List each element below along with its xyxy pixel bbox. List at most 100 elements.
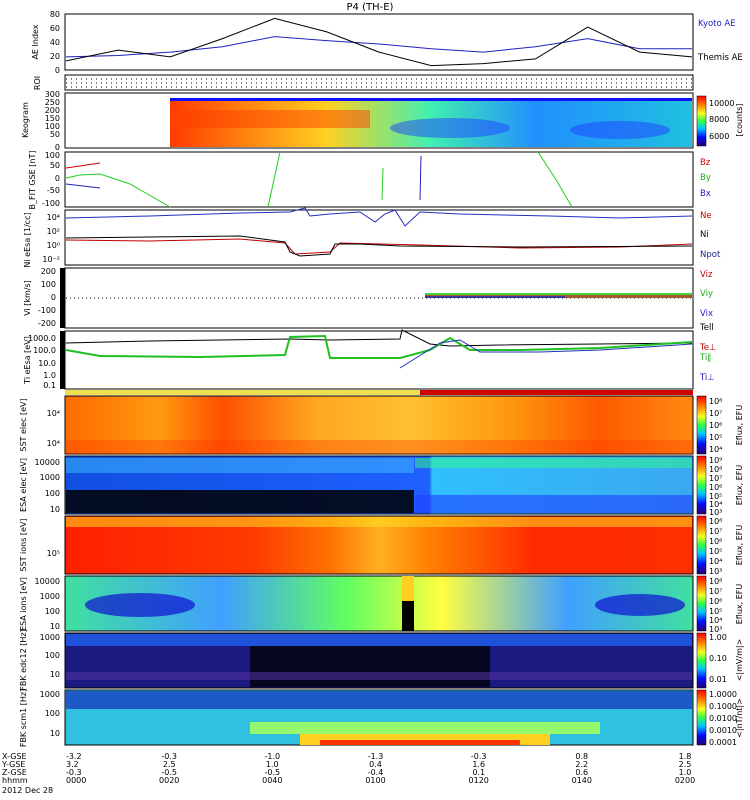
keogram-cbar-tick: 6000 xyxy=(709,132,729,141)
x-tick-y-gse: 2.2 xyxy=(575,760,588,769)
density-ylabel: Ni eEsa [1/cc] xyxy=(23,212,32,267)
by-line xyxy=(381,167,384,201)
bfield-ytick: 100 xyxy=(45,151,60,160)
fbk-scm1-cbar-label: <|nT/nt|> xyxy=(735,698,744,738)
keogram-blue-blob xyxy=(390,118,510,138)
fbk-edc12-cbar-label: <|mV/m|> xyxy=(735,639,744,682)
fbk-scm1-high-band xyxy=(66,691,692,709)
density-ytick: 10⁰ xyxy=(47,241,60,250)
esa-electron-cbar-tick: 10⁹ xyxy=(709,456,722,465)
velocity-ytick: -200 xyxy=(38,319,56,328)
x-tick-y-gse: 1.6 xyxy=(472,760,485,769)
sst-ion-cbar-tick: 10⁷ xyxy=(709,527,722,536)
x-tick-x-gse: 0.8 xyxy=(575,752,588,761)
density-ytick: 10⁴ xyxy=(47,213,60,222)
esa-electron-cbar-tick: 10⁸ xyxy=(709,465,722,474)
esa-electron-ytick: 1000 xyxy=(40,473,60,482)
density-ytick: 10² xyxy=(47,227,60,236)
sst-electron-spectrogram xyxy=(64,395,694,455)
x-tick-x-gse: -3.2 xyxy=(66,752,82,761)
roi-frame xyxy=(64,74,694,91)
sst-electron-ytick: 10⁴ xyxy=(47,439,60,448)
velocity-ytick: -100 xyxy=(38,306,56,315)
legend-ni: Ni xyxy=(700,230,709,240)
x-axis-row-label: Y-GSE xyxy=(1,760,25,769)
legend-npot: Npot xyxy=(700,250,721,260)
esa-electron-panel: ESA elec [eV] 10000 1000 100 10 10⁹ 10⁸ … xyxy=(19,455,744,517)
velocity-panel: Vi [km/s] 200 100 0 -100 -200 Viz Viy Vi… xyxy=(23,267,713,329)
sst-electron-cbar-tick: 10⁵ xyxy=(709,433,722,442)
keogram-blue-blob xyxy=(570,121,670,139)
esa-electron-black-region xyxy=(66,490,414,513)
keogram-ytick: 250 xyxy=(45,98,60,107)
sst-electron-cbar-tick: 10⁸ xyxy=(709,397,722,406)
esa-ion-ytick: 1000 xyxy=(40,592,60,601)
x-tick-z-gse: 1.0 xyxy=(679,768,692,777)
mode-bar-slow xyxy=(65,390,420,395)
esa-ion-cbar-tick: 10⁶ xyxy=(709,597,722,606)
sst-electron-band xyxy=(65,440,693,454)
ae-ytick: 60 xyxy=(50,24,60,33)
x-tick-hhmm: 0100 xyxy=(365,776,385,785)
bz-line xyxy=(65,162,101,169)
keogram-cbar-label: [counts] xyxy=(735,104,744,137)
temperature-ytick: 100.0 xyxy=(33,346,56,355)
ti-perp-line xyxy=(399,339,693,369)
x-tick-hhmm: 0040 xyxy=(262,776,282,785)
fbk-edc12-quiet-region xyxy=(250,646,490,687)
roi-panel: ROI xyxy=(33,74,694,91)
esa-electron-green-band xyxy=(415,458,692,468)
fbk-scm1-cbar-tick: 0.0001 xyxy=(709,738,737,747)
fbk-edc12-cbar-tick: 1.00 xyxy=(709,633,727,642)
esa-ion-panel: ESA ions [eV] 10000 1000 100 10 10⁸ 10⁷ … xyxy=(19,575,744,634)
x-tick-z-gse: 0.6 xyxy=(575,768,588,777)
x-tick-x-gse: -1.0 xyxy=(264,752,280,761)
fbk-scm1-colorbar xyxy=(696,689,707,746)
sst-electron-cbar-tick: 10⁷ xyxy=(709,409,722,418)
fbk-edc12-ytick: 100 xyxy=(45,651,60,660)
by-line xyxy=(65,173,171,208)
x-tick-z-gse: 0.1 xyxy=(472,768,485,777)
fbk-edc12-cbar-tick: 0.10 xyxy=(709,654,727,663)
x-tick-hhmm: 0200 xyxy=(675,776,695,785)
fbk-scm1-panel: FBK scm1 [Hz] 1000 100 10 1.0000 0.1000 … xyxy=(19,689,744,747)
esa-ion-cbar-tick: 10⁷ xyxy=(709,587,722,596)
esa-electron-cbar-tick: 10⁶ xyxy=(709,483,722,492)
temperature-panel: Ti eEsa [eV] 1000.0 100.0 10.0 1.0 0.1 T… xyxy=(23,323,716,390)
sst-ion-cbar-tick: 10⁶ xyxy=(709,537,722,546)
esa-electron-ylabel: ESA elec [eV] xyxy=(19,458,28,512)
density-panel: Ni eEsa [1/cc] 10⁴ 10² 10⁰ 10⁻² Ne Ni Np… xyxy=(23,207,721,268)
keogram-red-band xyxy=(170,110,370,128)
keogram-cbar-tick: 8000 xyxy=(709,115,729,124)
esa-ion-cbar-tick: 10⁵ xyxy=(709,607,722,616)
sst-electron-panel: SST elec [eV] 10⁴ 10⁴ 10⁸ 10⁷ 10⁶ 10⁵ 10… xyxy=(19,395,744,455)
ae-ylabel: AE Index xyxy=(31,24,40,59)
x-tick-x-gse: 1.8 xyxy=(679,752,692,761)
ae-ytick: 80 xyxy=(50,10,60,19)
themis-ae-line xyxy=(65,17,693,67)
x-tick-hhmm: 0140 xyxy=(572,776,592,785)
esa-ion-cbar-label: Eflux, EFU xyxy=(735,584,744,625)
plot-title: P4 (TH-E) xyxy=(347,2,394,13)
sst-electron-ylabel: SST elec [eV] xyxy=(19,398,28,451)
sst-electron-ytick: 10⁴ xyxy=(47,409,60,418)
x-tick-hhmm: 0000 xyxy=(66,776,86,785)
x-axis-row-label: X-GSE xyxy=(2,752,27,761)
esa-electron-cbar-tick: 10⁷ xyxy=(709,474,722,483)
x-tick-x-gse: -0.3 xyxy=(161,752,177,761)
fbk-scm1-cbar-tick: 0.1000 xyxy=(709,702,737,711)
x-tick-x-gse: -0.3 xyxy=(471,752,487,761)
legend-bz: Bz xyxy=(700,158,711,168)
esa-electron-cbar-label: Eflux, EFU xyxy=(735,465,744,506)
ae-panel-frame xyxy=(64,13,694,71)
fbk-edc12-ytick: 1000 xyxy=(40,633,60,642)
vix-trace xyxy=(425,296,565,298)
legend-tell: Tell xyxy=(699,323,714,333)
sst-ion-cbar-tick: 10⁴ xyxy=(709,557,722,566)
temperature-left-bar xyxy=(60,331,65,389)
keogram-colorbar xyxy=(696,95,707,147)
bfield-panel: B_FIT GSE [nT] 100 50 0 -50 -100 Bz By B… xyxy=(28,151,711,210)
bx-line xyxy=(419,155,422,201)
temperature-ytick: 1.0 xyxy=(43,371,56,380)
